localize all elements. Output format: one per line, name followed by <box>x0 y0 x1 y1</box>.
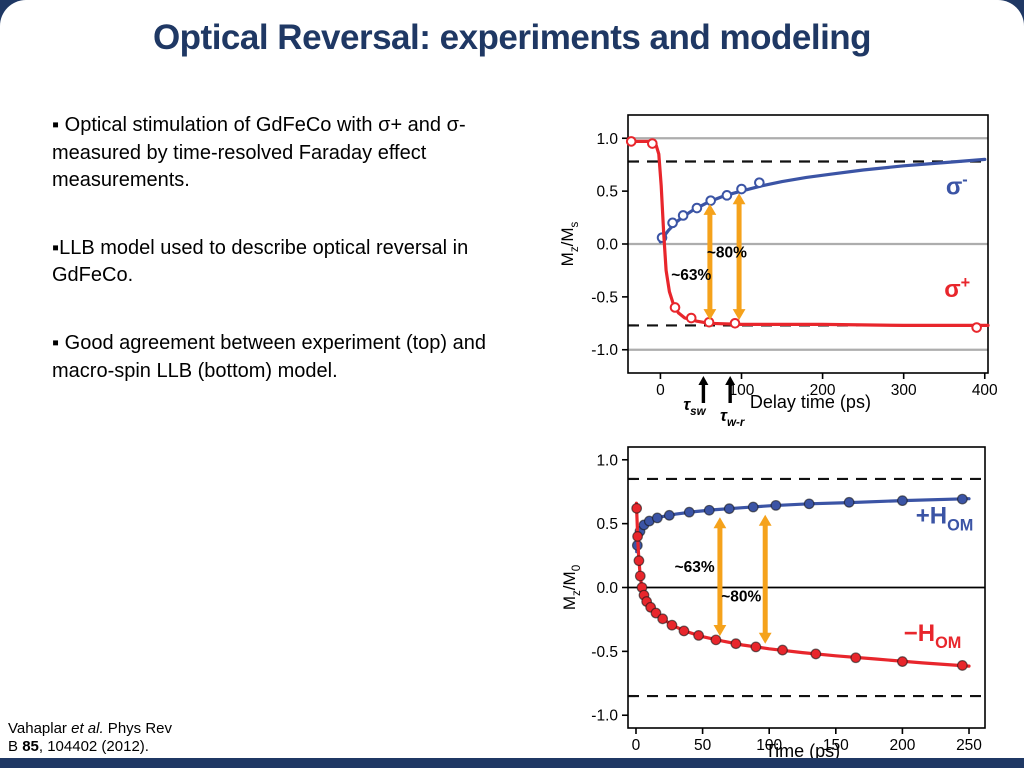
x-axis-label: Delay time (ps) <box>750 392 871 412</box>
series-marker-minus-H-OM <box>777 644 788 656</box>
series-marker-sigma-plus <box>971 322 982 333</box>
y-axis-label: Mz/Ms <box>558 221 581 266</box>
series-marker-sigma-plus <box>647 138 658 149</box>
series-marker-plus-H-OM <box>723 503 735 515</box>
series-marker-plus-H-OM <box>897 495 908 507</box>
y-tick-label: 1.0 <box>596 452 618 469</box>
series-marker-minus-H-OM <box>678 625 690 637</box>
series-marker-minus-H-OM <box>956 660 968 671</box>
y-tick-label: -1.0 <box>591 342 618 359</box>
series-marker-plus-H-OM <box>683 506 695 518</box>
series-marker-sigma-plus <box>669 302 681 313</box>
series-marker-sigma-minus <box>667 217 678 229</box>
bottom-bar <box>0 758 1024 768</box>
series-marker-sigma-minus <box>705 195 717 206</box>
y-tick-label: 1.0 <box>596 131 618 148</box>
citation-author: Vahaplar <box>8 720 72 737</box>
series-label-plus-H-OM: +HOM <box>916 503 974 535</box>
series-marker-minus-H-OM <box>634 570 646 582</box>
y-tick-label: 0.0 <box>596 580 618 597</box>
x-tick-label: 0 <box>632 737 641 754</box>
y-tick-label: 0.5 <box>596 184 618 201</box>
series-line-sigma-plus <box>626 139 990 327</box>
series-marker-minus-H-OM <box>650 607 662 619</box>
series-label-minus-H-OM: −HOM <box>904 620 962 652</box>
series-marker-plus-H-OM <box>803 498 815 510</box>
x-tick-label: 200 <box>889 737 915 754</box>
series-marker-sigma-plus <box>729 318 741 329</box>
series-marker-plus-H-OM <box>703 504 715 516</box>
series-marker-sigma-plus <box>703 316 715 328</box>
series-marker-minus-H-OM <box>693 629 705 641</box>
bullet-item-3: ▪ Good agreement between experiment (top… <box>52 331 487 382</box>
series-marker-sigma-plus <box>625 136 637 147</box>
series-marker-minus-H-OM <box>657 613 669 625</box>
tau-label: τsw <box>683 395 706 418</box>
y-tick-label: -0.5 <box>591 289 618 306</box>
x-tick-label: 250 <box>956 737 982 754</box>
series-marker-minus-H-OM <box>632 531 643 542</box>
x-axis-label: Time (ps) <box>765 741 840 761</box>
series-marker-sigma-minus <box>721 190 733 201</box>
series-marker-plus-H-OM <box>747 501 759 513</box>
series-marker-plus-H-OM <box>843 496 855 508</box>
y-axis-label: Mz/M0 <box>560 565 583 610</box>
series-marker-minus-H-OM <box>666 619 678 631</box>
y-tick-label: 0.0 <box>596 237 618 254</box>
y-tick-label: 0.5 <box>596 516 618 533</box>
series-marker-minus-H-OM <box>897 656 908 667</box>
y-tick-label: -0.5 <box>591 644 618 661</box>
x-tick-label: 0 <box>656 382 665 399</box>
series-marker-plus-H-OM <box>956 493 968 505</box>
series-marker-plus-H-OM <box>651 512 663 524</box>
experiment-faraday-chart: 0 100 200 300 400 -1.0 -0.5 0.0 0.5 1.0 σ-σ+ ~63% ~8… <box>558 114 998 429</box>
series-marker-minus-H-OM <box>633 555 645 567</box>
citation-etal: et al. <box>71 720 104 737</box>
series-marker-plus-H-OM <box>770 499 782 511</box>
x-tick-label: 100 <box>756 737 782 754</box>
y-tick-label: -1.0 <box>591 708 618 725</box>
percentage-label: ~63% <box>671 267 711 284</box>
series-marker-plus-H-OM <box>663 509 675 521</box>
series-marker-minus-H-OM <box>710 634 722 646</box>
x-tick-label: 50 <box>694 737 712 754</box>
series-marker-minus-H-OM <box>631 502 643 514</box>
x-tick-label: 200 <box>810 382 836 399</box>
series-marker-sigma-minus <box>736 183 747 195</box>
bullet-item-1: ▪ Optical stimulation of GdFeCo with σ+ … <box>52 114 466 192</box>
citation-volume: 85 <box>22 738 39 756</box>
series-marker-minus-H-OM <box>750 641 762 653</box>
percentage-label: ~80% <box>707 245 747 262</box>
series-marker-sigma-minus <box>754 177 765 188</box>
series-label-sigma-minus: σ- <box>946 171 968 200</box>
series-marker-minus-H-OM <box>810 648 822 660</box>
tau-label: τw-r <box>720 406 746 429</box>
x-tick-label: 300 <box>891 382 917 399</box>
series-marker-sigma-minus <box>691 202 703 214</box>
x-tick-label: 400 <box>972 382 998 399</box>
series-marker-minus-H-OM <box>730 638 742 650</box>
series-label-sigma-plus: σ+ <box>944 274 970 303</box>
bullet-item-2: ▪LLB model used to describe optical reve… <box>52 236 469 287</box>
bullet-list: ▪ Optical stimulation of GdFeCo with σ+ … <box>52 112 522 425</box>
x-tick-label: 150 <box>823 737 849 754</box>
x-tick-label: 100 <box>729 382 755 399</box>
series-marker-sigma-plus <box>685 312 697 324</box>
llb-model-chart: 0 50 100 150 200 250 -1.0 -0.5 0.0 0.5 1.0 +HOM −HOM… <box>560 446 986 761</box>
citation-pages: , 104402 (2012). <box>38 738 149 756</box>
percentage-label: ~63% <box>675 559 715 576</box>
percentage-label: ~80% <box>721 589 761 606</box>
page-title: Optical Reversal: experiments and modeli… <box>152 18 872 57</box>
series-marker-sigma-minus <box>677 210 689 221</box>
series-marker-minus-H-OM <box>850 652 862 664</box>
citation-journal: Phys Rev B <box>8 720 172 756</box>
citation: Vahaplar et al. Phys Rev B 85, 104402 (2… <box>8 720 183 757</box>
